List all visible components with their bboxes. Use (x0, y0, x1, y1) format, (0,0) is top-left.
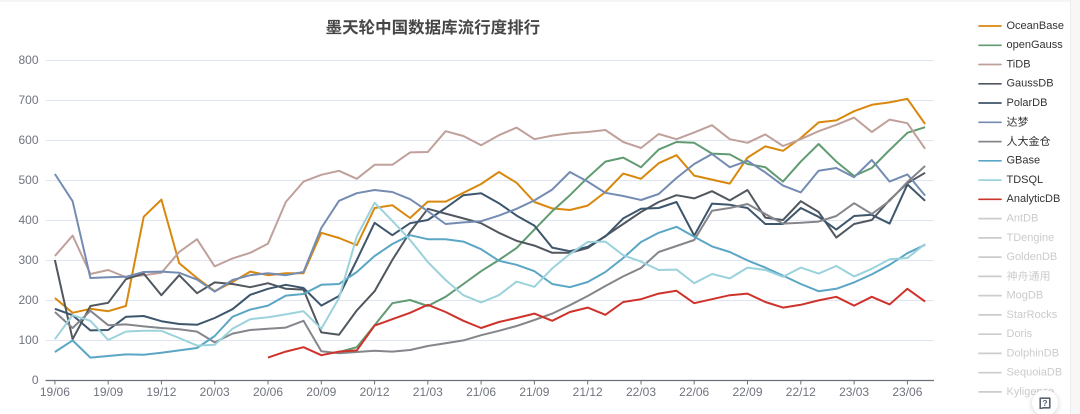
svg-text:PolarDB: PolarDB (1007, 97, 1048, 109)
svg-text:200: 200 (18, 293, 38, 307)
svg-text:600: 600 (18, 133, 38, 147)
svg-text:20/12: 20/12 (360, 385, 390, 399)
svg-text:TDSQL: TDSQL (1007, 174, 1044, 186)
svg-text:openGauss: openGauss (1007, 39, 1064, 51)
svg-text:800: 800 (18, 53, 38, 67)
svg-text:OceanBase: OceanBase (1007, 20, 1064, 32)
svg-text:21/12: 21/12 (573, 385, 603, 399)
svg-text:GaussDB: GaussDB (1007, 78, 1054, 90)
svg-text:21/03: 21/03 (413, 385, 443, 399)
svg-text:20/06: 20/06 (253, 385, 283, 399)
svg-text:700: 700 (18, 93, 38, 107)
svg-text:TDengine: TDengine (1007, 232, 1055, 244)
svg-text:23/03: 23/03 (839, 385, 869, 399)
svg-text:TiDB: TiDB (1007, 58, 1031, 70)
svg-text:22/09: 22/09 (732, 385, 762, 399)
svg-text:21/09: 21/09 (519, 385, 549, 399)
svg-text:23/06: 23/06 (892, 385, 922, 399)
svg-text:0: 0 (32, 373, 39, 387)
svg-text:400: 400 (18, 213, 38, 227)
svg-text:SequoiaDB: SequoiaDB (1007, 367, 1063, 379)
svg-text:500: 500 (18, 173, 38, 187)
svg-text:100: 100 (18, 333, 38, 347)
svg-text:19/06: 19/06 (40, 385, 70, 399)
svg-text:22/06: 22/06 (679, 385, 709, 399)
svg-text:20/03: 20/03 (200, 385, 230, 399)
svg-text:21/06: 21/06 (466, 385, 496, 399)
svg-text:Doris: Doris (1007, 328, 1033, 340)
svg-text:22/03: 22/03 (626, 385, 656, 399)
svg-text:19/12: 19/12 (146, 385, 176, 399)
svg-text:AnalyticDB: AnalyticDB (1007, 193, 1061, 205)
svg-text:GoldenDB: GoldenDB (1007, 251, 1058, 263)
svg-text:AntDB: AntDB (1007, 213, 1039, 225)
svg-text:DolphinDB: DolphinDB (1007, 347, 1060, 359)
svg-text:300: 300 (18, 253, 38, 267)
svg-text:GBase: GBase (1007, 155, 1041, 167)
svg-text:20/09: 20/09 (306, 385, 336, 399)
svg-text:?: ? (1042, 398, 1047, 408)
svg-text:StarRocks: StarRocks (1007, 309, 1058, 321)
svg-text:MogDB: MogDB (1007, 290, 1044, 302)
svg-text:19/09: 19/09 (93, 385, 123, 399)
svg-text:22/12: 22/12 (786, 385, 816, 399)
